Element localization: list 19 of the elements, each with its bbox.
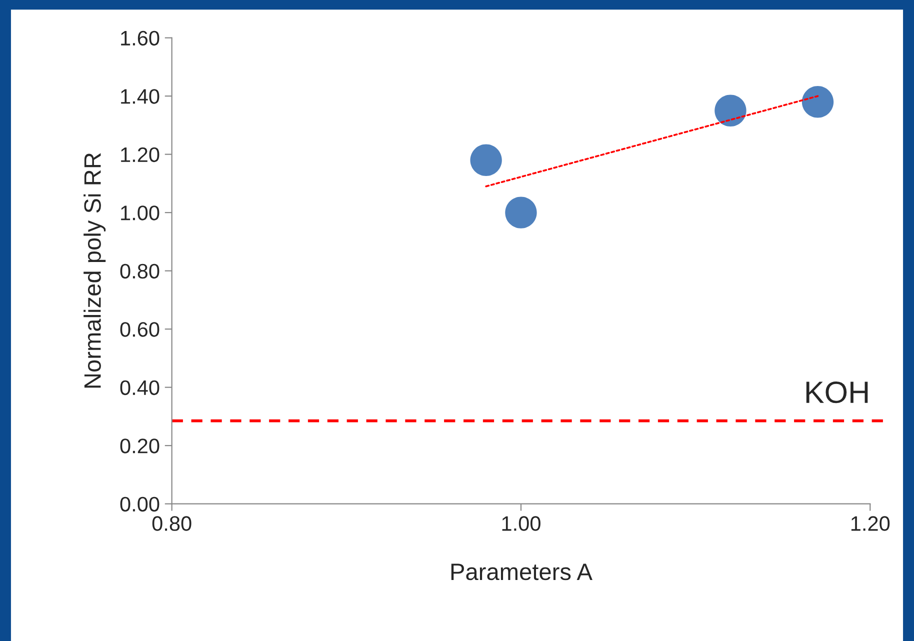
y-axis-title: Normalized poly Si RR (84, 153, 106, 388)
point (714, 94, 746, 126)
y-tick-label: 1.00 (121, 206, 160, 220)
x-tick-label: 1.00 (502, 516, 540, 531)
y-tick-label: 1.60 (121, 30, 160, 46)
y-tick-label: 0.40 (120, 380, 160, 396)
y-tick-label: 0.80 (120, 264, 160, 279)
y-tick-label: 1.40 (121, 89, 160, 104)
ref-line-label: KOH (806, 381, 868, 404)
y-tick-label: 1.20 (121, 147, 160, 162)
x-tick-label: 1.20 (851, 516, 890, 531)
point (802, 86, 834, 118)
point (470, 144, 502, 176)
y-tick-label: 0.60 (120, 322, 160, 337)
x-tick-label: 0.80 (152, 516, 192, 531)
point (505, 196, 537, 228)
y-tick-label: 0.00 (120, 496, 160, 512)
x-axis-title: Parameters A (451, 564, 592, 580)
y-tick-label: 0.20 (120, 438, 160, 454)
